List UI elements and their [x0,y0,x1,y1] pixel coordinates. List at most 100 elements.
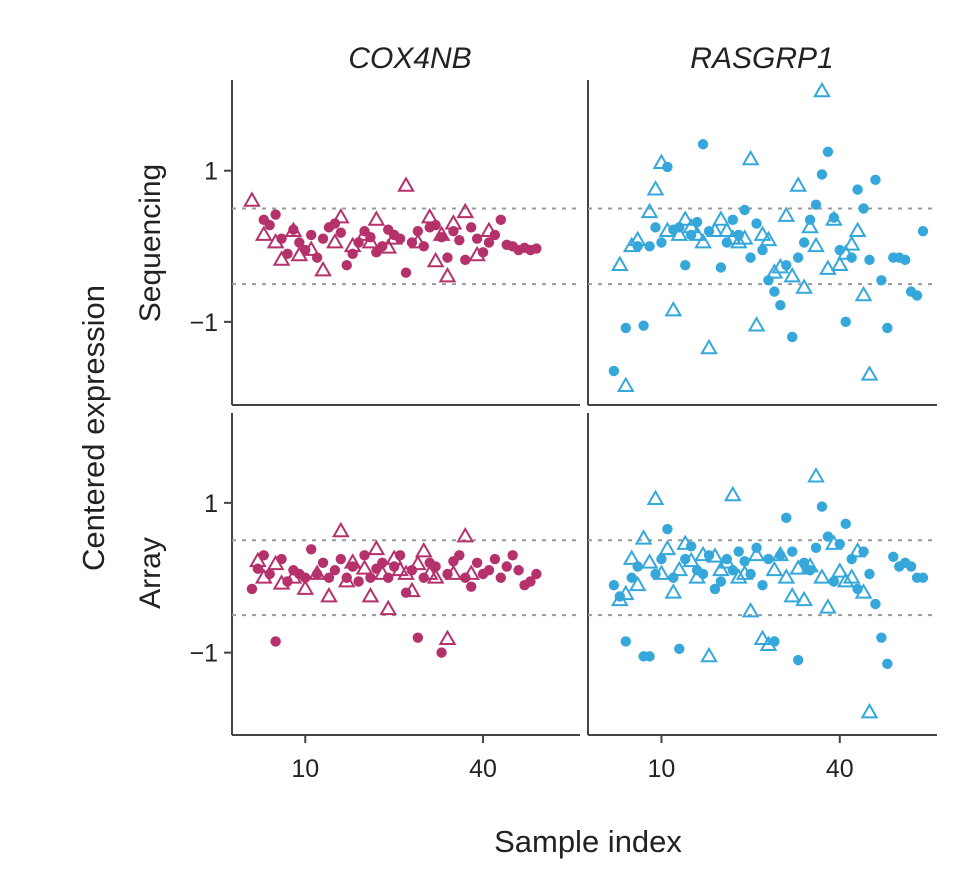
point-open-sequencing-rasgrp1 [640,202,659,219]
point-filled-array-rasgrp1 [656,553,667,565]
point-open-array-cox4nb [266,554,285,571]
point-open-array-cox4nb [320,586,338,603]
point-filled-sequencing-cox4nb [442,252,453,263]
point-filled-array-rasgrp1 [757,580,768,591]
point-open-array-rasgrp1 [700,646,718,663]
point-open-sequencing-cox4nb [397,176,415,192]
point-filled-sequencing-cox4nb [377,241,388,252]
point-filled-sequencing-cox4nb [483,237,495,248]
point-filled-sequencing-rasgrp1 [917,225,929,237]
point-open-sequencing-rasgrp1 [706,221,724,238]
point-open-array-cox4nb [361,586,380,603]
point-open-array-rasgrp1 [860,703,879,719]
panel-array-cox4nb [231,413,580,736]
point-open-array-rasgrp1 [735,564,754,580]
point-filled-sequencing-cox4nb [412,225,424,237]
y-tick-label: −1 [189,309,218,337]
point-open-sequencing-rasgrp1 [836,244,855,260]
point-open-array-rasgrp1 [789,559,808,575]
point-open-array-cox4nb [385,549,404,565]
point-filled-array-rasgrp1 [733,546,744,557]
point-filled-array-cox4nb [246,583,258,595]
point-filled-sequencing-rasgrp1 [745,252,756,263]
point-open-array-rasgrp1 [795,590,813,607]
point-open-array-rasgrp1 [765,560,784,577]
point-filled-sequencing-rasgrp1 [715,262,727,273]
axes: 1 −1 1 −1 10 40 10 40 [189,158,853,783]
point-filled-sequencing-rasgrp1 [620,322,631,334]
point-open-array-rasgrp1 [830,562,849,578]
point-open-sequencing-rasgrp1 [801,217,819,234]
point-open-sequencing-cox4nb [480,221,498,238]
point-open-sequencing-rasgrp1 [670,225,689,241]
point-filled-sequencing-cox4nb [465,222,477,233]
point-open-sequencing-rasgrp1 [694,232,712,249]
point-filled-sequencing-rasgrp1 [751,218,762,229]
point-filled-array-cox4nb [495,572,507,583]
point-filled-array-cox4nb [507,550,518,561]
point-filled-sequencing-cox4nb [317,233,329,244]
point-filled-sequencing-rasgrp1 [608,365,620,377]
point-filled-sequencing-cox4nb [305,229,317,241]
point-open-array-cox4nb [296,579,315,595]
point-filled-sequencing-cox4nb [335,227,347,238]
point-filled-sequencing-cox4nb [454,235,465,246]
point-open-sequencing-cox4nb [254,225,273,241]
point-open-sequencing-rasgrp1 [688,225,706,241]
point-filled-array-rasgrp1 [674,643,685,655]
point-filled-array-rasgrp1 [882,658,893,670]
point-open-array-rasgrp1 [747,545,766,562]
point-open-sequencing-rasgrp1 [729,232,748,249]
point-open-array-rasgrp1 [777,568,796,584]
point-open-array-rasgrp1 [842,568,861,584]
point-filled-array-cox4nb [513,565,524,576]
point-open-array-rasgrp1 [729,568,748,584]
point-open-array-cox4nb [438,629,457,646]
point-open-sequencing-rasgrp1 [717,221,736,238]
point-filled-array-rasgrp1 [680,553,691,565]
y-tick-label: 1 [204,490,218,518]
point-open-sequencing-cox4nb [314,260,332,277]
point-open-sequencing-cox4nb [420,208,439,224]
point-open-array-rasgrp1 [622,549,641,565]
point-filled-array-cox4nb [430,561,441,572]
point-filled-array-rasgrp1 [828,576,840,587]
point-filled-array-rasgrp1 [810,542,822,553]
point-filled-sequencing-rasgrp1 [680,259,691,271]
point-open-array-cox4nb [414,542,433,558]
point-filled-array-cox4nb [465,581,477,592]
point-filled-sequencing-cox4nb [471,233,483,244]
point-filled-sequencing-rasgrp1 [858,203,869,214]
point-open-sequencing-rasgrp1 [795,278,813,294]
point-open-array-cox4nb [408,554,427,571]
point-open-sequencing-rasgrp1 [771,257,790,274]
point-filled-array-cox4nb [483,565,495,576]
point-filled-sequencing-cox4nb [460,254,471,266]
point-open-sequencing-rasgrp1 [753,225,772,241]
point-open-array-rasgrp1 [664,583,683,599]
point-filled-sequencing-rasgrp1 [822,146,834,158]
point-open-array-rasgrp1 [824,534,843,550]
point-filled-array-rasgrp1 [644,651,655,662]
x-tick-label: 10 [648,755,676,783]
point-open-array-cox4nb [444,564,463,580]
point-open-array-rasgrp1 [646,489,665,505]
point-open-array-rasgrp1 [819,598,837,614]
point-filled-array-cox4nb [365,572,376,583]
point-filled-sequencing-rasgrp1 [864,254,875,266]
point-filled-array-cox4nb [454,550,465,561]
point-open-sequencing-rasgrp1 [789,176,808,192]
point-open-sequencing-cox4nb [444,214,463,230]
x-tick-label: 40 [826,755,854,783]
point-open-sequencing-rasgrp1 [848,221,867,238]
point-open-sequencing-rasgrp1 [830,255,849,272]
point-filled-array-cox4nb [329,565,341,576]
point-filled-array-cox4nb [525,576,536,587]
point-open-sequencing-cox4nb [343,236,362,253]
point-open-array-cox4nb [272,574,291,590]
point-open-array-rasgrp1 [670,560,689,577]
point-open-array-cox4nb [337,571,356,588]
point-filled-sequencing-rasgrp1 [769,286,780,297]
point-open-array-cox4nb [331,521,350,538]
